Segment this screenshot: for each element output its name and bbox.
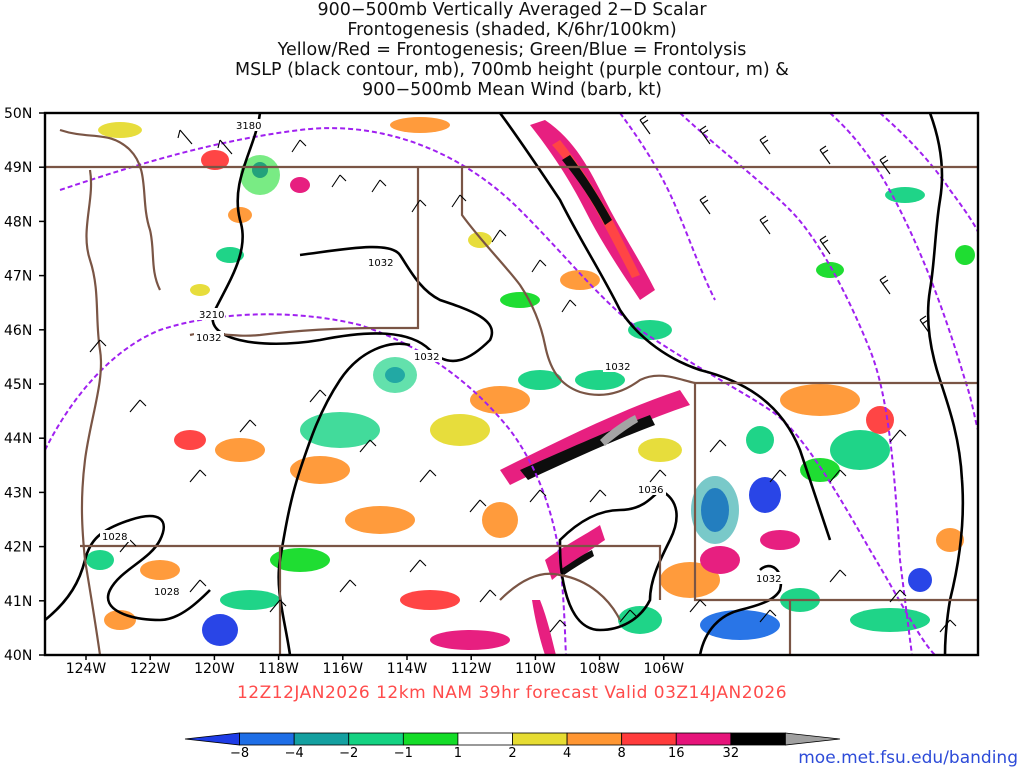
lat-label-43N: 43N (4, 485, 32, 501)
colorbar-swatch (621, 732, 677, 746)
colorbar-swatch (512, 732, 568, 746)
colorbar (184, 732, 841, 746)
lat-label-49N: 49N (4, 160, 32, 176)
axis-ticks (39, 112, 665, 660)
lat-label-45N: 45N (4, 377, 32, 393)
title-line-3: Yellow/Red = Frontogenesis; Green/Blue =… (277, 40, 747, 60)
lat-label-42N: 42N (4, 540, 32, 556)
height-label-3210: 3210 (199, 310, 224, 321)
lat-label-50N: 50N (4, 106, 32, 122)
lon-label-122W: 122W (130, 661, 171, 677)
title-line-2: Frontogenesis (shaded, K/6hr/100km) (347, 20, 677, 40)
colorbar-swatch (184, 732, 240, 746)
mslp-label-5: 1036 (638, 485, 663, 496)
colorbar-label: −4 (284, 746, 304, 761)
colorbar-label: 32 (722, 746, 740, 761)
lat-label-47N: 47N (4, 269, 32, 285)
lon-label-116W: 116W (323, 661, 364, 677)
mslp-label-7: 1028 (102, 532, 127, 543)
mslp-label-1: 1032 (368, 258, 393, 269)
colorbar-swatch (730, 732, 786, 746)
colorbar-swatch (566, 732, 623, 746)
lon-label-114W: 114W (387, 661, 428, 677)
mslp-label-3: 1032 (414, 352, 439, 363)
colorbar-swatch (293, 732, 350, 746)
title-line-1: 900−500mb Vertically Averaged 2−D Scalar (317, 0, 707, 20)
mslp-label-6: 1032 (756, 574, 781, 585)
lon-label-110W: 110W (515, 661, 556, 677)
colorbar-swatch (239, 732, 295, 746)
credit-link[interactable]: moe.met.fsu.edu/banding (798, 748, 1018, 768)
title-line-4: MSLP (black contour, mb), 700mb height (… (235, 60, 789, 80)
lat-label-40N: 40N (4, 648, 32, 664)
colorbar-label: 8 (617, 746, 626, 761)
colorbar-label: 2 (508, 746, 517, 761)
frontogenesis-shading (86, 117, 975, 655)
lon-label-106W: 106W (644, 661, 685, 677)
political-borders (45, 128, 978, 655)
height-label-3180: 3180 (236, 121, 261, 132)
mslp-label-8: 1028 (154, 587, 179, 598)
chart-title: 900−500mb Vertically Averaged 2−D Scalar… (0, 0, 1024, 100)
lat-label-41N: 41N (4, 594, 32, 610)
mslp-label-4: 1032 (605, 362, 630, 373)
colorbar-swatch (457, 732, 513, 746)
forecast-label: 12Z12JAN2026 12km NAM 39hr forecast Vali… (236, 683, 788, 703)
title-line-5: 900−500mb Mean Wind (barb, kt) (362, 80, 662, 100)
mslp-label-2: 1032 (196, 333, 221, 344)
axis-labels: 50N 49N 48N 47N 46N 45N 44N 43N 42N 41N 40N 124W 122… (4, 106, 684, 677)
colorbar-swatch (348, 732, 404, 746)
lat-label-46N: 46N (4, 323, 32, 339)
colorbar-swatch (785, 732, 841, 746)
contour-labels: 3180 3210 1032 1032 1032 1032 1036 1032 … (100, 119, 784, 598)
colorbar-swatch (675, 732, 732, 746)
lat-label-44N: 44N (4, 431, 32, 447)
colorbar-label: −8 (229, 746, 250, 761)
lon-label-118W: 118W (258, 661, 299, 677)
lon-label-124W: 124W (66, 661, 107, 677)
colorbar-label: −2 (339, 746, 359, 761)
colorbar-label: 4 (562, 746, 572, 761)
lon-label-112W: 112W (451, 661, 492, 677)
colorbar-swatch (402, 732, 459, 746)
mslp-contours (45, 113, 965, 655)
colorbar-label: 16 (667, 746, 685, 761)
lon-label-120W: 120W (194, 661, 235, 677)
lat-label-48N: 48N (4, 214, 32, 230)
lon-label-108W: 108W (579, 661, 620, 677)
wind-barbs (89, 115, 957, 633)
colorbar-label: −1 (393, 746, 413, 761)
colorbar-label: 1 (453, 746, 463, 761)
